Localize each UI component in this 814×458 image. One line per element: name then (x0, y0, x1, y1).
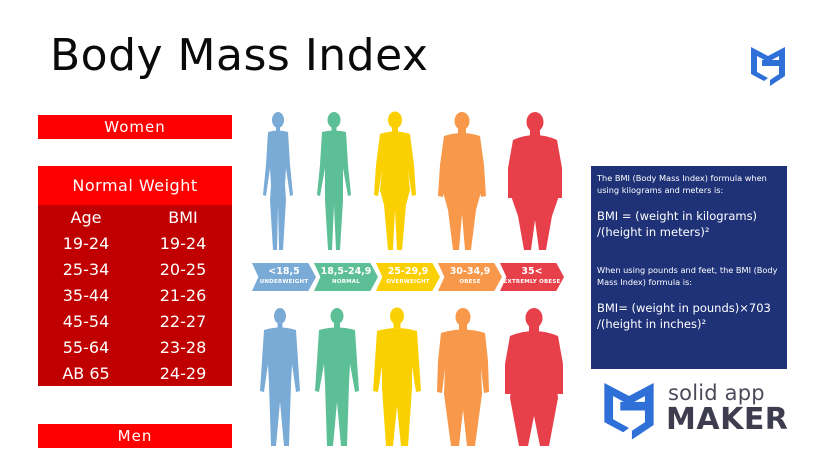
table-row: AB 65 24-29 (38, 361, 232, 387)
woman-normal-icon (317, 112, 351, 250)
table-title: Normal Weight (38, 166, 232, 205)
man-obese-icon (436, 308, 489, 446)
man-extremely-obese-icon (505, 308, 563, 446)
page-title: Body Mass Index (50, 30, 429, 81)
bmi-cell: 21-26 (159, 286, 207, 305)
men-label: Men (38, 424, 232, 448)
woman-obese-icon (438, 112, 486, 250)
age-cell: 25-34 (62, 260, 110, 279)
man-overweight-icon (373, 307, 421, 446)
woman-extremely-obese-icon (508, 112, 562, 250)
age-cell: 19-24 (62, 234, 110, 253)
category-obese: 30-34,9 OBESE (438, 263, 502, 291)
column-header-bmi: BMI (168, 208, 198, 227)
age-cell: AB 65 (62, 364, 110, 383)
metric-intro-text: The BMI (Body Mass Index) formula when u… (597, 173, 767, 195)
bmi-cell: 19-24 (159, 234, 207, 253)
normal-weight-table: Normal Weight Age BMI 19-24 19-24 25-34 … (38, 166, 232, 386)
table-row: 45-54 22-27 (38, 309, 232, 335)
bmi-cell: 22-27 (159, 312, 207, 331)
woman-underweight-icon (263, 112, 293, 250)
table-row: 55-64 23-28 (38, 335, 232, 361)
women-label: Women (38, 115, 232, 139)
imperial-intro-text: When using pounds and feet, the BMI (Bod… (597, 265, 778, 287)
category-overweight: 25-29,9 OVERWEIGHT (376, 263, 440, 291)
solid-app-maker-logo-icon (751, 47, 785, 86)
imperial-formula: BMI= (weight in pounds)×703 /(height in … (597, 301, 771, 331)
solid-app-maker-brand-icon (604, 383, 654, 440)
age-cell: 55-64 (62, 338, 110, 357)
bmi-category-scale: <18,5 UNDERWEIGHT 18,5-24,9 NORMAL 25-29… (252, 263, 564, 291)
woman-overweight-icon (374, 111, 416, 250)
bmi-cell: 23-28 (159, 338, 207, 357)
category-normal: 18,5-24,9 NORMAL (314, 263, 378, 291)
age-cell: 35-44 (62, 286, 110, 305)
table-header-row: Age BMI (38, 205, 232, 231)
brand-name-line1: solid app (668, 381, 765, 405)
brand-logo-block: solid app MAKER (600, 375, 800, 451)
man-underweight-icon (260, 308, 300, 446)
table-row: 35-44 21-26 (38, 283, 232, 309)
man-normal-icon (314, 308, 359, 446)
bmi-cell: 20-25 (159, 260, 207, 279)
bmi-formula-box: The BMI (Body Mass Index) formula when u… (591, 166, 787, 369)
table-row: 25-34 20-25 (38, 257, 232, 283)
column-header-age: Age (70, 208, 102, 227)
category-underweight: <18,5 UNDERWEIGHT (252, 263, 316, 291)
table-row: 19-24 19-24 (38, 231, 232, 257)
men-silhouettes (258, 306, 566, 452)
metric-formula: BMI = (weight in kilograms) /(height in … (597, 209, 758, 239)
bmi-cell: 24-29 (159, 364, 207, 383)
women-silhouettes (258, 110, 566, 256)
age-cell: 45-54 (62, 312, 110, 331)
brand-name-line2: MAKER (666, 402, 789, 437)
category-extremely-obese: 35< EXTREMLY OBESE (500, 263, 564, 291)
